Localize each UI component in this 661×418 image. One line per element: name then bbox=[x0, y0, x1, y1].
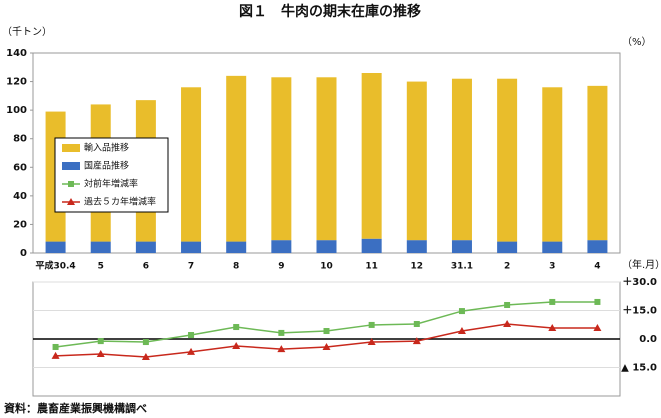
marker bbox=[97, 338, 104, 345]
y-tick-label: 20 bbox=[13, 219, 27, 230]
bar-segment bbox=[361, 238, 382, 253]
marker bbox=[323, 328, 330, 335]
x-tick-label: 12 bbox=[411, 262, 424, 272]
bar-segment bbox=[451, 78, 472, 241]
bar-segment bbox=[587, 85, 608, 241]
y-tick-label: 0 bbox=[20, 248, 27, 259]
marker bbox=[233, 324, 240, 331]
marker bbox=[368, 321, 375, 328]
bar-segment bbox=[542, 241, 563, 253]
y-tick-label: 120 bbox=[6, 77, 27, 88]
bar-segment bbox=[181, 87, 202, 242]
marker bbox=[593, 323, 602, 331]
x-tick-label: 8 bbox=[233, 262, 239, 272]
bar-segment bbox=[451, 240, 472, 253]
bar-segment bbox=[271, 240, 292, 253]
marker bbox=[51, 351, 60, 359]
legend-marker bbox=[67, 198, 75, 205]
bar-segment bbox=[497, 78, 518, 242]
x-tick-label: 11 bbox=[365, 262, 378, 272]
bar-segment bbox=[181, 241, 202, 253]
x-tick-label: 4 bbox=[594, 262, 600, 272]
marker bbox=[549, 298, 556, 305]
marker bbox=[504, 301, 511, 308]
marker bbox=[367, 338, 376, 346]
legend-label: 対前年増減率 bbox=[84, 178, 138, 190]
marker bbox=[457, 327, 466, 335]
bar-segment bbox=[45, 241, 66, 253]
x-tick-label: 31.1 bbox=[451, 262, 473, 272]
marker bbox=[322, 342, 331, 350]
bar-segment bbox=[226, 75, 247, 242]
bar-segment bbox=[316, 77, 337, 241]
y-tick-label: 80 bbox=[13, 134, 27, 145]
bar-segment bbox=[316, 240, 337, 253]
x-tick-label: 7 bbox=[188, 262, 194, 272]
bar-segment bbox=[587, 240, 608, 253]
x-tick-label: 2 bbox=[504, 262, 510, 272]
marker bbox=[188, 332, 195, 339]
marker bbox=[413, 320, 420, 327]
bar-segment bbox=[497, 241, 518, 253]
x-tick-label: 9 bbox=[278, 262, 284, 272]
marker bbox=[278, 329, 285, 336]
legend-marker bbox=[68, 181, 74, 187]
x-tick-label: 10 bbox=[320, 262, 333, 272]
bar-segment bbox=[406, 81, 427, 241]
marker bbox=[277, 345, 286, 353]
y2-tick-label: ＋15.0 bbox=[622, 305, 657, 317]
bar-segment bbox=[135, 241, 156, 253]
x-tick-label: 6 bbox=[143, 262, 149, 272]
x-tick-label: 3 bbox=[549, 262, 555, 272]
x-tick-label: 平成30.4 bbox=[35, 260, 75, 272]
legend-label: 国産品推移 bbox=[84, 160, 129, 172]
legend-swatch bbox=[62, 162, 80, 170]
y-tick-label: 40 bbox=[13, 191, 27, 202]
y2-tick-label: ▲ 15.0 bbox=[621, 363, 657, 374]
marker bbox=[232, 342, 241, 350]
legend-label: 過去５カ年増減率 bbox=[84, 196, 156, 208]
legend-label: 輸入品推移 bbox=[84, 142, 129, 154]
x-tick-label: 5 bbox=[98, 262, 104, 272]
chart-title: 図１ 牛肉の期末在庫の推移 bbox=[239, 3, 421, 20]
legend-swatch bbox=[62, 144, 80, 152]
bar-segment bbox=[271, 77, 292, 241]
marker bbox=[142, 339, 149, 346]
marker bbox=[458, 308, 465, 315]
marker bbox=[548, 323, 557, 331]
marker bbox=[412, 337, 421, 345]
marker bbox=[141, 353, 150, 361]
y2-unit: （%） bbox=[622, 36, 652, 48]
y-tick-label: 60 bbox=[13, 162, 27, 173]
bar-segment bbox=[226, 241, 247, 253]
source: 資料：農畜産業振興機構調べ bbox=[4, 401, 147, 415]
marker bbox=[96, 350, 105, 358]
bar-segment bbox=[406, 240, 427, 253]
marker bbox=[594, 298, 601, 305]
y-tick-label: 140 bbox=[6, 48, 27, 59]
x-unit: （年.月） bbox=[622, 258, 661, 271]
bar-segment bbox=[361, 73, 382, 239]
y2-tick-label: 0.0 bbox=[639, 334, 657, 345]
y-tick-label: 100 bbox=[6, 105, 27, 116]
bar-segment bbox=[90, 241, 111, 253]
bar-segment bbox=[542, 87, 563, 242]
y2-tick-label: ＋30.0 bbox=[622, 276, 657, 288]
marker bbox=[187, 347, 196, 355]
marker bbox=[503, 319, 512, 327]
y-unit: （千トン） bbox=[2, 26, 52, 38]
marker bbox=[52, 343, 59, 350]
